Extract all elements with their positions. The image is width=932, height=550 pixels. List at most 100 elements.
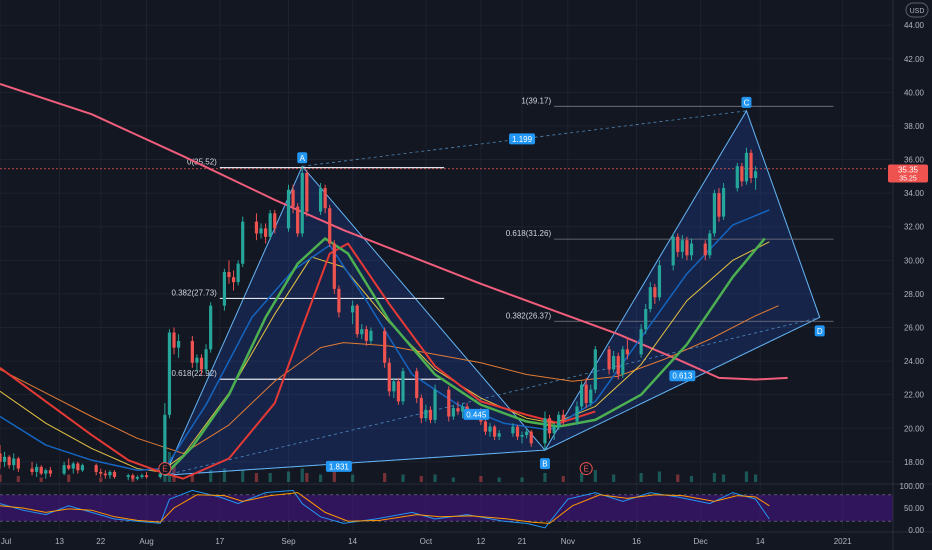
x-tick-label: 14 [348,537,357,546]
candle-body [451,408,455,417]
candle-body [547,418,552,434]
candle-body [167,332,172,415]
oscillator-pane [0,483,932,533]
volume-bar [593,470,597,482]
x-tick-label: 16 [632,537,641,546]
candle-body [364,329,368,341]
candle-body [227,272,231,278]
candle-body [708,233,712,256]
y-tick-label: 38.00 [904,122,925,131]
candle-body [520,434,524,437]
moving-average-ma_long [0,83,788,381]
pattern-point-d-label: D [817,327,823,336]
currency-badge-frame[interactable] [905,2,929,18]
volume-bar [222,468,226,482]
candle-body [99,471,103,474]
volume-bar [497,477,501,482]
candle-body [529,431,533,444]
volume-bar [712,473,717,482]
pattern-labels[interactable]: A B C D 1.199 0.445 0.613 1.831 E E [158,96,825,476]
candle-body [2,456,7,462]
volume-bar [383,473,387,482]
candle-body [383,330,387,363]
fib-level-label: 0(35.52) [187,158,217,167]
candle-body [369,330,373,341]
earnings-event-marker [579,462,593,476]
moving-average-ma_orange [0,305,779,454]
earnings-event-marker [158,462,172,476]
candle-body [428,409,433,420]
candle-body [163,414,167,474]
candle-body [62,465,66,474]
x-tick-label: Jul [1,537,11,546]
candle-body [575,406,579,422]
volume-bar [39,477,43,482]
volume-bar [657,471,662,482]
candle-body [735,166,739,189]
candle-body [12,458,16,466]
candle-body [689,243,694,256]
candle-body [16,458,20,469]
ratio-label: 0.445 [466,410,487,419]
candle-body [209,305,213,350]
candle-body [231,277,236,283]
x-tick-label: Oct [420,537,433,546]
candle-body [67,465,71,469]
candle-body [497,433,501,437]
candle-body [112,471,117,477]
pattern-point-b-label: B [542,460,547,469]
candle-body [140,475,144,477]
candle-body [616,356,620,375]
candle-body [676,236,680,252]
volume-bar [401,474,405,482]
currency-label: USD [910,8,925,15]
candle-body [30,468,34,472]
candle-body [176,340,181,348]
candle-body [48,470,52,474]
candle-body [424,409,428,419]
oscillator-tick-label: 50.00 [904,504,925,513]
pattern-dashed-leg [164,317,820,476]
fib-level-label: 0.382(26.37) [506,311,552,320]
candle-body [525,431,529,435]
volume-bar [241,470,245,482]
volume-bar [131,479,135,482]
x-tick-label: 21 [518,537,527,546]
volume-bar [689,476,694,482]
pattern-point-d-badge [814,325,825,337]
candlesticks [0,147,758,481]
x-tick-label: Dec [694,537,708,546]
candle-body [612,356,616,370]
volume-bar [612,474,616,482]
volume-bar [16,476,20,482]
candle-body [94,465,98,472]
x-tick-label: 14 [756,537,765,546]
y-tick-label: 28.00 [904,290,925,299]
moving-average-ma_yellow [0,241,770,473]
candle-body [460,406,465,412]
candle-body [195,357,199,363]
candle-body [607,349,611,370]
ratio-label: 0.613 [672,372,693,381]
candle-body [511,426,515,434]
pattern-dashed-leg [544,317,820,451]
candle-body [680,240,684,252]
fibonacci-levels[interactable]: 0(35.52) 0.382(27.73) 0.618(22.92) 1(39.17)… [0,96,893,380]
candle-body [108,471,112,476]
candle-body [323,188,327,209]
ratio-label: 1.199 [512,135,533,144]
candle-body [415,371,419,399]
currency-badge[interactable]: USD [905,2,929,18]
volume-bar [479,476,483,482]
candle-body [222,272,226,306]
volume-bar [332,471,336,482]
candle-body [744,152,749,182]
volume-bar [0,474,2,482]
volume-bar [300,468,304,482]
candle-body [355,305,359,335]
candle-body [172,332,176,348]
candle-body [286,189,291,229]
candle-body [653,287,657,298]
volume-bar [721,474,726,482]
